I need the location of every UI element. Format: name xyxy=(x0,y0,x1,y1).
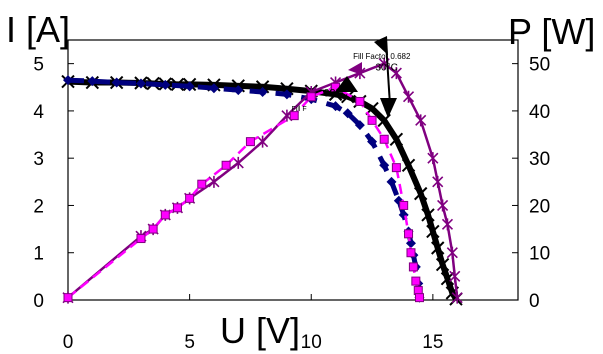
data-point xyxy=(160,210,170,220)
data-point xyxy=(404,229,414,239)
data-point xyxy=(421,208,435,222)
data-point xyxy=(232,156,244,169)
right-tick-label: 10 xyxy=(529,244,550,265)
annotation-label: 3 xyxy=(384,103,389,113)
right-tick-label: 30 xyxy=(529,149,550,170)
annotation-arrow-stem xyxy=(385,41,391,106)
data-point xyxy=(391,163,401,173)
data-point xyxy=(221,160,231,170)
data-point xyxy=(449,270,461,283)
data-point xyxy=(441,218,454,231)
annotation-arrow-68 xyxy=(335,76,358,92)
left-tick-label: 0 xyxy=(33,291,44,312)
x-tick-label: 10 xyxy=(301,332,322,353)
annotation-label: 30°C xyxy=(375,63,397,74)
data-point xyxy=(257,135,269,148)
data-point xyxy=(197,179,207,189)
data-point xyxy=(208,83,219,94)
right-tick-label: 0 xyxy=(529,291,540,312)
data-point xyxy=(355,96,365,106)
data-point xyxy=(405,238,416,249)
data-point xyxy=(426,224,440,239)
data-point xyxy=(63,293,73,303)
data-point xyxy=(306,92,316,102)
series-line xyxy=(67,62,459,299)
plot-frame xyxy=(67,39,519,301)
data-point xyxy=(257,87,268,97)
data-point xyxy=(63,75,73,86)
left-tick-label: 3 xyxy=(33,149,44,170)
x-axis-title: U [V] xyxy=(220,310,300,351)
data-point xyxy=(411,276,421,286)
data-point xyxy=(437,199,449,212)
data-point xyxy=(136,234,146,244)
right-tick-label: 40 xyxy=(529,102,550,123)
data-point xyxy=(399,200,409,210)
right-axis-title: P [W] xyxy=(508,11,595,52)
annotation-label: Fill F xyxy=(291,106,306,113)
data-point xyxy=(406,248,416,258)
data-point xyxy=(415,114,427,127)
data-point xyxy=(446,246,458,259)
data-point xyxy=(245,137,255,147)
data-point xyxy=(432,175,444,188)
data-point xyxy=(451,291,463,304)
x-tick-label: 5 xyxy=(184,332,195,353)
x-tick-label: 15 xyxy=(422,332,443,353)
data-point xyxy=(184,81,195,92)
data-point xyxy=(233,85,244,96)
series-line xyxy=(67,78,459,301)
annotation-arrow-up xyxy=(374,36,388,55)
data-point xyxy=(135,78,146,89)
data-point xyxy=(435,257,450,272)
data-point xyxy=(289,111,299,121)
data-point xyxy=(390,67,402,80)
series-layer xyxy=(61,57,463,306)
data-point xyxy=(354,120,365,131)
series-line xyxy=(67,86,421,299)
data-point xyxy=(401,158,416,172)
data-point xyxy=(413,186,428,201)
data-point xyxy=(342,108,353,119)
annotation-layer: Fill Factor 0.682 30°C 68°C Fill F 3 xyxy=(291,36,411,118)
data-point xyxy=(111,77,122,88)
data-point xyxy=(87,76,98,87)
right-axis-ticks: 0 10 20 30 40 50 xyxy=(512,55,550,312)
data-point xyxy=(402,90,415,103)
annotation-arrow-left xyxy=(348,62,362,75)
data-point xyxy=(160,79,171,90)
x-tick-label: 0 xyxy=(63,332,74,353)
data-point xyxy=(389,132,404,146)
right-tick-label: 20 xyxy=(529,196,550,217)
data-point xyxy=(172,203,182,213)
annotation-label: 68°C xyxy=(323,88,348,100)
data-point xyxy=(440,272,455,286)
data-point xyxy=(330,101,341,112)
annotation-arrow-down xyxy=(380,98,397,118)
series-power-68 xyxy=(63,82,424,303)
left-tick-label: 1 xyxy=(33,244,44,265)
data-point xyxy=(386,176,397,187)
plot-area-border xyxy=(67,39,519,301)
data-point xyxy=(208,175,220,188)
data-point xyxy=(379,160,390,171)
annotation-label: Fill Factor 0.682 xyxy=(353,52,411,61)
data-point xyxy=(367,115,377,125)
data-point xyxy=(427,152,439,165)
left-axis-title: I [A] xyxy=(6,9,70,50)
data-point xyxy=(367,136,378,147)
data-point xyxy=(379,134,389,144)
left-tick-label: 4 xyxy=(33,102,44,123)
right-tick-label: 50 xyxy=(529,55,550,76)
data-point xyxy=(281,89,292,100)
data-point xyxy=(148,224,158,234)
data-point xyxy=(185,193,195,203)
data-point xyxy=(431,241,445,255)
left-tick-label: 5 xyxy=(33,55,44,76)
left-axis-ticks: 0 1 2 3 4 5 xyxy=(33,55,74,312)
data-point xyxy=(408,262,418,272)
data-point xyxy=(414,293,424,303)
left-tick-label: 2 xyxy=(33,196,44,217)
